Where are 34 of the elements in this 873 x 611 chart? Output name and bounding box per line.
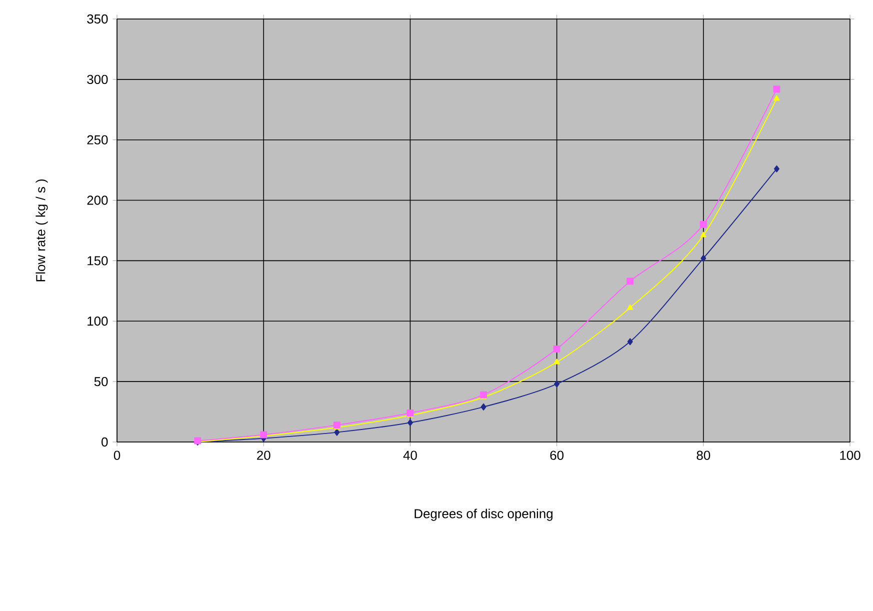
x-tick-label: 0 <box>114 450 120 460</box>
x-axis-title: Degrees of disc opening <box>414 508 552 521</box>
y-tick-label: 100 <box>88 316 108 326</box>
y-tick-label: 0 <box>102 437 108 447</box>
point <box>627 338 633 346</box>
y-tick-label: 350 <box>87 14 108 24</box>
point <box>627 304 634 310</box>
x-tick-label: 20 <box>257 450 270 460</box>
point <box>553 345 560 352</box>
point <box>700 232 706 238</box>
point <box>773 86 780 93</box>
point <box>774 95 780 101</box>
x-tick-label: 100 <box>840 450 860 460</box>
point <box>480 391 487 398</box>
point <box>626 278 634 285</box>
y-tick-label: 50 <box>94 376 108 386</box>
y-tick-label: 250 <box>87 135 108 144</box>
point <box>700 220 707 228</box>
y-tick-label: 150 <box>88 256 108 266</box>
point <box>333 422 340 429</box>
point <box>334 428 340 436</box>
y-axis-title: Flow rate ( kg / s ) <box>36 179 48 282</box>
y-tick-label: 300 <box>87 74 108 84</box>
x-tick-label: 80 <box>696 450 710 460</box>
point <box>554 380 560 388</box>
x-tick-label: 40 <box>403 450 417 460</box>
point <box>700 254 706 262</box>
point <box>774 165 780 172</box>
point <box>406 409 414 416</box>
point <box>554 358 560 364</box>
point <box>407 419 413 426</box>
x-tick-label: 60 <box>550 450 564 460</box>
point <box>480 403 486 410</box>
y-tick-label: 200 <box>87 196 108 205</box>
